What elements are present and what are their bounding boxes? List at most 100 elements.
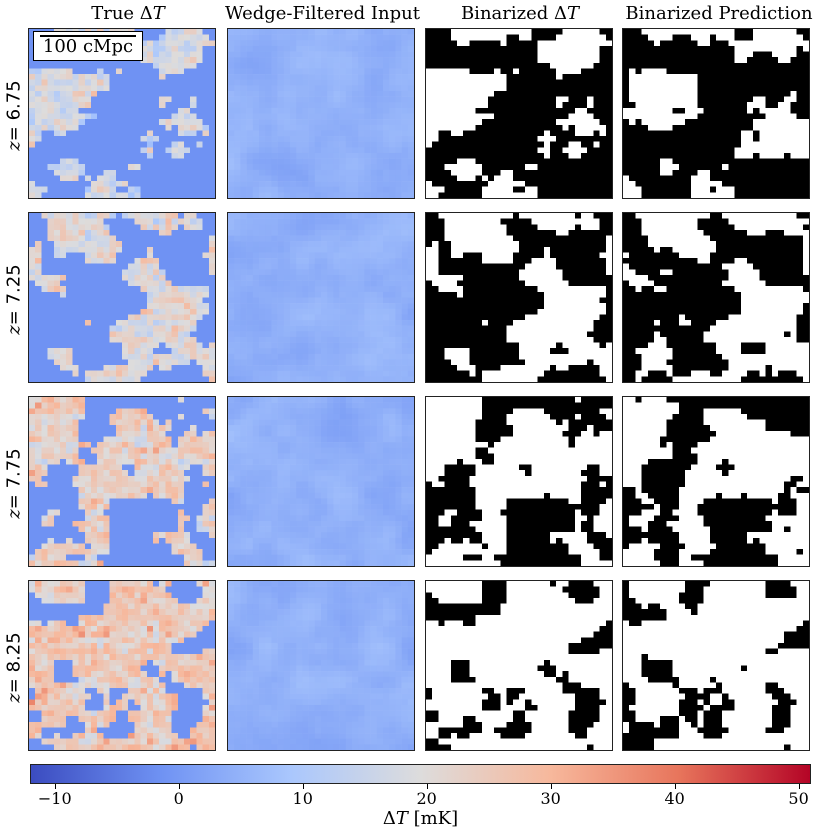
pixel-cell <box>587 68 594 75</box>
pixel-cell <box>29 376 36 382</box>
pixel-cell <box>327 85 334 92</box>
pixel-cell <box>159 130 166 137</box>
pixel-cell <box>277 57 285 64</box>
pixel-cell <box>165 235 172 242</box>
pixel-cell <box>128 113 135 120</box>
pixel-cell <box>728 158 735 165</box>
pixel-cell <box>481 96 489 103</box>
pixel-cell <box>184 141 191 148</box>
pixel-cell <box>599 130 607 137</box>
pixel-cell <box>202 348 210 355</box>
pixel-cell <box>531 45 538 52</box>
pixel-cell <box>654 158 661 165</box>
pixel-cell <box>543 57 551 64</box>
pixel-cell <box>84 147 92 154</box>
pixel-cell <box>327 124 334 131</box>
pixel-cell <box>345 229 353 236</box>
pixel-cell <box>134 297 141 304</box>
pixel-cell <box>321 29 328 35</box>
pixel-cell <box>29 169 36 176</box>
pixel-cell <box>395 258 402 264</box>
pixel-cell <box>802 62 809 69</box>
pixel-cell <box>574 45 582 52</box>
pixel-cell <box>122 62 129 69</box>
pixel-cell <box>302 158 309 165</box>
pixel-cell <box>159 336 166 343</box>
pixel-cell <box>568 57 576 64</box>
pixel-cell <box>531 29 538 35</box>
pixel-cell <box>290 274 297 281</box>
pixel-cell <box>259 102 266 109</box>
pixel-cell <box>771 29 779 35</box>
pixel-cell <box>97 147 104 154</box>
pixel-cell <box>283 164 291 171</box>
pixel-cell <box>202 113 210 120</box>
pixel-cell <box>345 90 353 97</box>
pixel-cell <box>599 158 607 165</box>
pixel-cell <box>691 96 698 103</box>
pixel-cell <box>271 152 278 159</box>
pixel-cell <box>666 102 673 109</box>
pixel-cell <box>184 147 191 154</box>
pixel-cell <box>444 130 452 137</box>
pixel-cell <box>296 141 303 148</box>
pixel-cell <box>35 246 42 253</box>
pixel-cell <box>115 107 123 114</box>
pixel-cell <box>593 169 600 176</box>
pixel-cell <box>177 192 185 198</box>
pixel-cell <box>494 102 501 109</box>
pixel-cell <box>333 29 340 35</box>
pixel-cell <box>383 229 390 236</box>
pixel-cell <box>146 235 154 242</box>
pixel-cell <box>734 164 742 171</box>
pixel-cell <box>177 359 185 366</box>
pixel-cell <box>234 74 241 80</box>
pixel-cell <box>697 62 704 69</box>
pixel-cell <box>228 224 235 231</box>
pixel-cell <box>128 269 135 276</box>
pixel-cell <box>91 213 98 219</box>
pixel-cell <box>290 280 297 287</box>
pixel-cell <box>190 336 197 343</box>
pixel-cell <box>635 124 642 131</box>
pixel-cell <box>562 34 569 41</box>
pixel-cell <box>401 102 409 109</box>
pixel-cell <box>747 124 754 131</box>
pixel-cell <box>358 107 365 114</box>
pixel-cell <box>29 96 36 103</box>
pixel-cell <box>308 169 316 176</box>
pixel-cell <box>47 85 55 92</box>
pixel-cell <box>753 74 760 80</box>
pixel-cell <box>134 241 141 248</box>
pixel-cell <box>678 29 686 35</box>
pixel-cell <box>450 119 458 126</box>
pixel-cell <box>790 147 797 154</box>
pixel-cell <box>574 29 582 35</box>
pixel-cell <box>29 62 36 69</box>
pixel-cell <box>512 51 520 58</box>
pixel-cell <box>177 263 185 270</box>
pixel-cell <box>53 286 61 293</box>
pixel-cell <box>401 68 409 75</box>
pixel-cell <box>66 258 73 264</box>
pixel-cell <box>228 74 235 80</box>
pixel-cell <box>240 136 247 142</box>
pixel-cell <box>196 68 203 75</box>
pixel-cell <box>277 107 285 114</box>
pixel-cell <box>407 107 414 114</box>
pixel-cell <box>302 258 309 264</box>
pixel-cell <box>35 241 42 248</box>
pixel-cell <box>481 186 489 193</box>
pixel-cell <box>41 158 48 165</box>
pixel-cell <box>678 96 686 103</box>
pixel-cell <box>481 147 489 154</box>
pixel-cell <box>41 181 48 188</box>
pixel-cell <box>122 258 129 264</box>
pixel-cell <box>115 74 123 80</box>
pixel-cell <box>103 85 110 92</box>
pixel-cell <box>438 169 445 176</box>
pixel-cell <box>790 68 797 75</box>
pixel-cell <box>345 263 353 270</box>
pixel-cell <box>568 147 576 154</box>
pixel-cell <box>345 51 353 58</box>
